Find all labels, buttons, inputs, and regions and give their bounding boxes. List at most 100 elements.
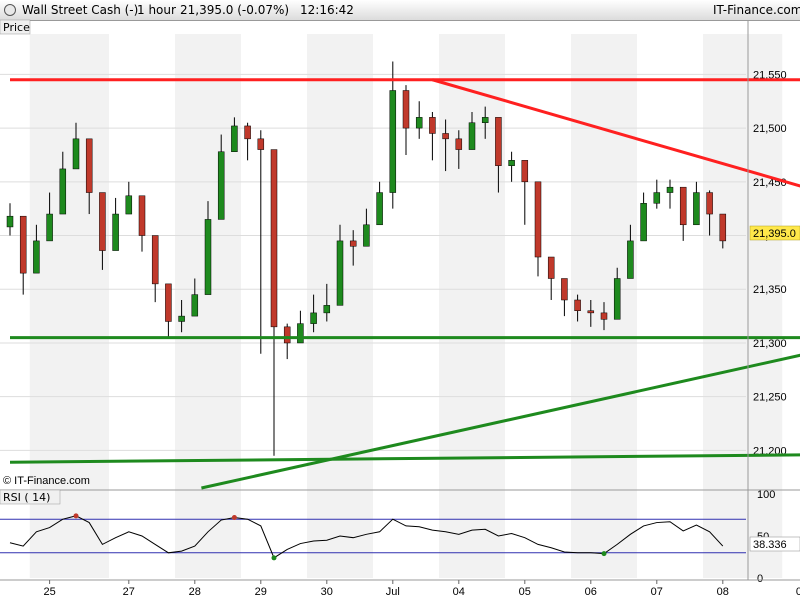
candle-body xyxy=(85,138,93,193)
candle-body xyxy=(283,326,291,344)
brand-label: IT-Finance.com xyxy=(713,3,800,17)
quote-time: 12:16:42 xyxy=(300,3,354,17)
last-price-label: 21,395.0 xyxy=(753,228,796,240)
y-tick-label: 21,250 xyxy=(753,392,787,404)
chart-header: Wall Street Cash (-) 1 hour 21,395.0 (-0… xyxy=(0,0,800,21)
day-bands xyxy=(29,34,783,578)
candle-body xyxy=(204,219,212,295)
price-candles xyxy=(6,61,727,456)
x-tick-label: 29 xyxy=(255,586,267,598)
last-price-badge xyxy=(749,225,800,241)
y-tick-label: 21,300 xyxy=(753,338,787,350)
timeframe-label: 1 hour xyxy=(137,3,176,17)
candle-body xyxy=(600,312,608,320)
day-band xyxy=(307,34,373,578)
candle-body xyxy=(402,90,410,129)
candle-body xyxy=(19,215,27,274)
candle-body xyxy=(363,224,370,247)
candle-body xyxy=(151,235,159,285)
candle-body xyxy=(693,192,700,226)
candle-body xyxy=(666,186,674,193)
candle-body xyxy=(521,160,529,183)
rsi-layer: 100500 xyxy=(0,489,775,585)
candle-body xyxy=(468,122,476,150)
axes: 2527282930Jul04050607080911 xyxy=(0,20,800,598)
day-band xyxy=(703,34,783,578)
trendlines xyxy=(9,78,800,490)
last-price-change: 21,395.0 (-0.07%) xyxy=(180,3,290,17)
candle-body xyxy=(257,138,265,150)
instrument-name: Wall Street Cash (-) xyxy=(22,3,139,17)
candle-body xyxy=(653,192,661,204)
rsi-value-label: 38.336 xyxy=(753,539,787,551)
candle-body xyxy=(613,278,621,320)
candle-body xyxy=(112,213,119,251)
candle-body xyxy=(191,294,199,317)
rsi-overbought-point xyxy=(231,515,237,521)
candle-body xyxy=(376,192,383,226)
candle-body xyxy=(231,125,238,152)
candle-body xyxy=(336,240,344,306)
candle-body xyxy=(46,213,53,242)
candle-body xyxy=(178,315,185,322)
candle-body xyxy=(508,160,515,166)
candle-body xyxy=(165,283,172,322)
candle-body xyxy=(270,149,278,328)
candle-body xyxy=(706,192,713,215)
candle-body xyxy=(719,213,727,242)
rsi-tick-label: 0 xyxy=(757,573,763,585)
price-gridlines: 21,20021,25021,30021,35021,40021,45021,5… xyxy=(0,69,787,457)
candle-body xyxy=(561,278,568,301)
candle-body xyxy=(310,312,317,324)
rsi-tick-label: 100 xyxy=(757,489,775,501)
candle-body xyxy=(574,299,581,311)
day-band xyxy=(29,34,109,578)
x-tick-label: 07 xyxy=(651,586,663,598)
x-tick-label: 28 xyxy=(189,586,201,598)
candle-body xyxy=(33,240,40,274)
candle-body xyxy=(481,117,489,123)
support-flat-low-line xyxy=(9,453,800,464)
candle-body xyxy=(99,192,106,251)
x-tick-label: 05 xyxy=(519,586,531,598)
x-tick-label: 30 xyxy=(321,586,333,598)
candle-body xyxy=(297,323,304,344)
rsi-oversold-point xyxy=(271,555,277,561)
x-tick-label: 04 xyxy=(453,586,465,598)
candle-body xyxy=(323,305,331,314)
rsi-value-badge xyxy=(749,536,800,552)
candle-body xyxy=(349,240,357,247)
watermark: © IT-Finance.com xyxy=(3,475,90,487)
y-tick-label: 21,500 xyxy=(753,123,787,135)
candle-body xyxy=(59,168,67,215)
candle-body xyxy=(72,138,80,170)
candle-body xyxy=(547,256,555,279)
resistance-descending-line xyxy=(431,78,800,188)
candle-body xyxy=(442,133,449,140)
candle-body xyxy=(217,151,225,220)
candle-body xyxy=(679,186,687,226)
day-band xyxy=(175,34,241,578)
support-ascending-line xyxy=(201,353,800,490)
candle-body xyxy=(495,117,502,166)
x-tick-label: Jul xyxy=(386,586,400,598)
x-tick-label: 27 xyxy=(123,586,135,598)
candle-body xyxy=(138,195,146,236)
candle-body xyxy=(627,240,634,279)
x-tick-label: 06 xyxy=(585,586,597,598)
candle-body xyxy=(389,90,397,193)
candle-body xyxy=(587,310,595,314)
candle-body xyxy=(455,138,463,150)
x-tick-label: 09 xyxy=(796,586,800,598)
candle-body xyxy=(534,181,542,258)
x-tick-label: 25 xyxy=(43,586,55,598)
settings-icon[interactable] xyxy=(4,4,16,16)
y-tick-label: 21,350 xyxy=(753,284,787,296)
candle-body xyxy=(6,215,14,228)
x-tick-label: 08 xyxy=(717,586,729,598)
candle-body xyxy=(244,125,251,140)
candle-body xyxy=(429,117,436,134)
candle-body xyxy=(415,117,423,129)
price-panel-label: Price xyxy=(3,21,30,34)
